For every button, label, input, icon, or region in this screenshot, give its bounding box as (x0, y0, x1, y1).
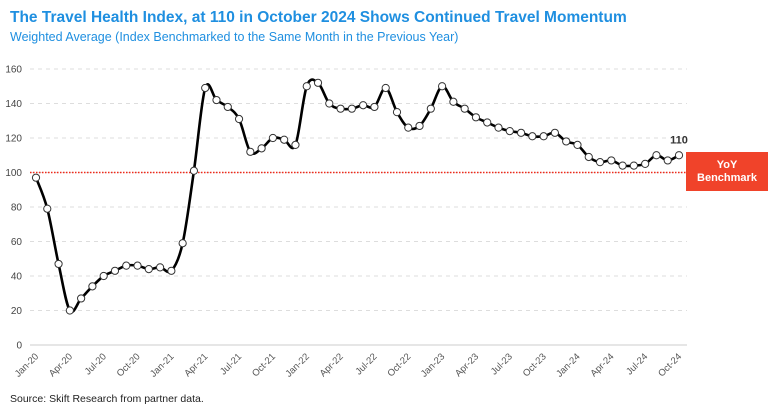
data-point (246, 147, 255, 156)
benchmark-label-line1: YoY (716, 158, 738, 171)
x-tick-label: Oct-20 (115, 351, 143, 379)
x-tick-label: Apr-21 (182, 351, 210, 379)
x-tick-label: Apr-22 (318, 351, 346, 379)
x-tick-label: Oct-23 (521, 351, 549, 379)
data-point (438, 82, 447, 91)
data-point (674, 151, 684, 160)
data-point (280, 135, 289, 144)
data-point (392, 108, 402, 117)
x-tick-label: Oct-22 (385, 351, 413, 379)
data-point (629, 161, 638, 170)
data-point (43, 204, 52, 213)
data-point (550, 128, 560, 137)
data-point (133, 261, 142, 270)
x-tick-label: Jul-22 (353, 351, 379, 377)
y-tick-label: 160 (5, 65, 22, 76)
data-point (201, 83, 210, 93)
data-point (167, 266, 176, 275)
x-tick-label: Apr-23 (453, 351, 481, 379)
data-point (122, 261, 131, 270)
series-line (34, 78, 680, 314)
yoy-benchmark-label: YoY Benchmark (686, 152, 768, 191)
data-point (641, 159, 650, 168)
data-point (359, 101, 368, 110)
data-point (663, 156, 672, 165)
y-tick-label: 120 (5, 134, 22, 145)
y-tick-label: 140 (5, 99, 22, 110)
source-note: Source: Skift Research from partner data… (10, 393, 204, 405)
data-point (528, 132, 537, 141)
data-point (516, 128, 526, 137)
data-point (505, 127, 514, 136)
data-point (483, 118, 492, 127)
data-point (212, 95, 221, 105)
data-point (223, 102, 232, 112)
data-point (595, 158, 605, 167)
data-point (99, 271, 108, 281)
data-point (110, 266, 120, 275)
data-point (65, 306, 74, 315)
data-point (31, 173, 41, 182)
data-point (471, 113, 481, 122)
data-point (77, 294, 86, 303)
data-point (302, 82, 311, 91)
data-point (88, 282, 97, 291)
data-point (313, 78, 323, 87)
data-point (291, 140, 300, 149)
data-point (370, 102, 379, 112)
data-point (573, 140, 582, 149)
chart-title: The Travel Health Index, at 110 in Octob… (10, 9, 627, 26)
y-tick-label: 100 (5, 168, 22, 179)
data-point (415, 121, 424, 131)
data-point (381, 83, 390, 93)
data-point (54, 259, 63, 269)
data-point (562, 137, 571, 146)
data-point (494, 123, 503, 132)
y-tick-label: 60 (11, 237, 23, 248)
x-tick-label: Apr-20 (47, 351, 75, 379)
data-point (325, 99, 334, 108)
data-point (652, 151, 661, 160)
y-tick-label: 20 (11, 306, 23, 317)
data-point (257, 144, 266, 153)
data-point (178, 239, 187, 248)
data-point (336, 104, 345, 113)
chart-subtitle: Weighted Average (Index Benchmarked to t… (10, 30, 459, 44)
x-tick-label: Oct-24 (656, 351, 684, 379)
data-point (155, 263, 165, 272)
x-tick-label: Oct-21 (250, 351, 278, 379)
y-tick-label: 40 (11, 272, 23, 283)
data-point (404, 123, 413, 132)
x-tick-label: Jan-24 (554, 351, 582, 379)
x-tick-label: Jul-23 (489, 351, 515, 377)
x-tick-label: Jul-21 (218, 351, 244, 377)
data-point (449, 97, 458, 106)
data-point (584, 152, 593, 162)
x-tick-label: Jan-21 (148, 351, 176, 379)
x-tick-label: Jan-23 (419, 351, 447, 379)
data-point (426, 104, 435, 113)
y-tick-label: 80 (11, 203, 23, 214)
data-point (607, 156, 616, 165)
x-tick-label: Jan-20 (13, 351, 41, 379)
x-tick-label: Jan-22 (284, 351, 312, 379)
x-tick-label: Apr-24 (588, 351, 616, 379)
x-tick-label: Jul-24 (624, 351, 650, 377)
data-point (189, 166, 199, 175)
x-tick-label: Jul-20 (83, 351, 109, 377)
data-point (268, 133, 277, 143)
data-point (618, 161, 627, 170)
data-point (539, 132, 548, 141)
data-point (234, 114, 244, 124)
data-point (347, 104, 356, 113)
y-tick-label: 0 (16, 341, 22, 352)
data-label: 110 (670, 134, 688, 146)
benchmark-label-line2: Benchmark (697, 171, 757, 184)
data-point (460, 104, 469, 113)
data-point (144, 265, 153, 274)
